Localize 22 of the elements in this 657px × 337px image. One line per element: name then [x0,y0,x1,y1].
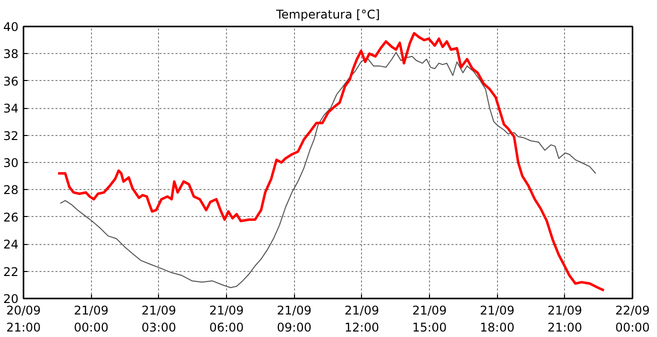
x-tick-label: 21/09 03:00 [142,304,176,334]
x-tick-label: 20/09 21:00 [6,304,41,334]
chart-title: Temperatura [°C] [275,8,380,22]
y-tick-label: 28 [3,183,19,198]
y-tick-label: 30 [3,156,19,170]
y-tick-label: 26 [3,210,19,224]
x-tick-label: 21/09 15:00 [412,304,447,334]
x-tick-label: 21/09 00:00 [74,304,108,334]
y-tick-label: 22 [3,264,19,279]
x-tick-label: 22/09 00:00 [615,304,650,334]
x-tick-label: 21/09 06:00 [209,304,244,334]
y-tick-label: 32 [3,128,19,143]
x-tick-label: 21/09 18:00 [480,304,514,334]
x-tick-label: 21/09 12:00 [344,304,380,334]
y-tick-label: 38 [3,47,19,62]
y-tick-label: 20 [3,292,19,306]
y-tick-label: 24 [3,238,19,252]
x-tick-label: 21/09 21:00 [548,304,582,334]
x-tick-label: 21/09 09:00 [276,304,312,334]
y-tick-label: 34 [3,102,19,116]
y-tick-label: 36 [3,74,19,88]
y-tick-label: 40 [3,20,19,34]
